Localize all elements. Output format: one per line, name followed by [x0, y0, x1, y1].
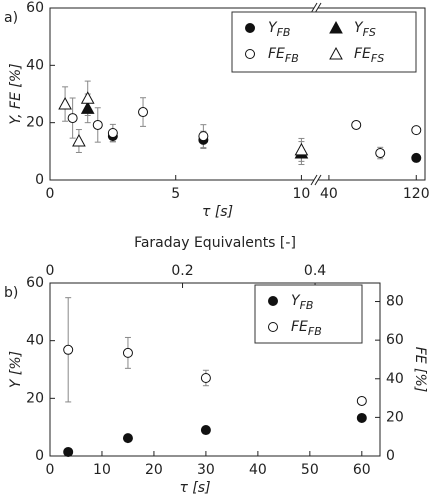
marker-circle — [268, 322, 278, 332]
legend-label: YFB — [268, 20, 290, 39]
marker-triangle — [329, 20, 343, 34]
y2-tick-label: 40 — [386, 371, 404, 387]
panel-label: a) — [4, 10, 18, 26]
legend-label: FEFB — [291, 319, 322, 338]
marker-circle — [200, 425, 211, 436]
legend-name: FE — [291, 319, 308, 335]
axis-break-mark — [310, 2, 318, 14]
x2-tick-label: 0.4 — [304, 263, 326, 279]
y-tick-label: 40 — [26, 57, 44, 73]
axis-break-mark — [310, 174, 318, 186]
y2-tick-label: 0 — [386, 448, 395, 464]
y2-tick-label: 80 — [386, 294, 404, 310]
y-tick-label: 0 — [35, 448, 44, 464]
legend-box — [231, 11, 417, 73]
marker-circle — [67, 113, 78, 124]
marker-triangle — [329, 46, 343, 60]
legend-label: YFB — [291, 293, 313, 312]
legend-subscript: FB — [285, 52, 299, 65]
marker-circle — [63, 344, 74, 355]
marker-circle — [63, 446, 74, 457]
x-tick-label: 50 — [301, 462, 319, 478]
marker-circle — [268, 296, 278, 306]
y-tick-label: 20 — [26, 390, 44, 406]
y2-tick-label: 60 — [386, 332, 404, 348]
y-axis-label: Y [%] — [8, 351, 24, 388]
legend-name: Y — [354, 20, 364, 36]
x2-tick-label: 0.2 — [171, 263, 193, 279]
marker-circle — [351, 119, 362, 130]
legend-label: FEFS — [354, 46, 384, 65]
marker-circle — [92, 119, 103, 130]
legend-subscript: FS — [371, 52, 384, 65]
axis-break-mark — [314, 174, 322, 186]
marker-triangle — [58, 96, 72, 110]
marker-circle — [198, 131, 209, 142]
marker-circle — [122, 433, 133, 444]
x-tick-label: 0 — [46, 462, 55, 478]
legend-name: Y — [268, 20, 278, 36]
marker-circle — [356, 395, 367, 406]
y-tick-label: 60 — [26, 275, 44, 291]
panel-label: b) — [4, 285, 18, 301]
plot-frame — [49, 282, 381, 457]
x-tick-label: 30 — [197, 462, 215, 478]
x2-tick-label: 0 — [46, 263, 55, 279]
legend-subscript: FS — [363, 26, 376, 39]
marker-circle — [138, 107, 149, 118]
y2-axis-label: FE [%] — [412, 347, 428, 393]
y-tick-label: 20 — [26, 115, 44, 131]
x-tick-label: 10 — [93, 462, 111, 478]
y-tick-label: 0 — [35, 172, 44, 188]
y-tick-label: 60 — [26, 0, 44, 16]
legend-box — [254, 284, 363, 344]
legend-subscript: FB — [300, 299, 314, 312]
marker-circle — [245, 23, 255, 33]
plot-frame — [49, 7, 426, 181]
marker-circle — [200, 372, 211, 383]
x-tick-label: 60 — [353, 462, 371, 478]
x-tick-label: 5 — [171, 186, 180, 202]
x-tick-label: 10 — [293, 186, 311, 202]
legend-subscript: FB — [277, 26, 291, 39]
legend-name: Y — [291, 293, 301, 309]
marker-triangle — [294, 142, 309, 156]
y-tick-label: 40 — [26, 333, 44, 349]
marker-triangle — [80, 91, 95, 104]
legend-name: FE — [268, 46, 285, 62]
axis-break-mark — [314, 2, 322, 14]
axis-break-gap — [314, 178, 318, 182]
marker-circle — [245, 49, 255, 59]
x-tick-label: 120 — [403, 186, 430, 202]
x-tick-label: 40 — [249, 462, 267, 478]
marker-triangle — [72, 133, 86, 147]
x-axis-label: τ [s] — [179, 480, 210, 496]
legend-name: FE — [354, 46, 371, 62]
x-tick-label: 20 — [145, 462, 163, 478]
marker-circle — [411, 152, 422, 163]
x-tick-label: 40 — [320, 186, 338, 202]
marker-circle — [356, 412, 367, 423]
legend-subscript: FB — [308, 325, 322, 338]
marker-circle — [375, 148, 386, 159]
legend-label: YFS — [354, 20, 376, 39]
axis-break-gap — [314, 6, 318, 10]
marker-circle — [122, 347, 133, 358]
x-axis-label: τ [s] — [202, 204, 233, 220]
legend-label: FEFB — [268, 46, 299, 65]
marker-circle — [411, 125, 422, 136]
x-tick-label: 0 — [46, 186, 55, 202]
marker-circle — [107, 127, 118, 138]
y-axis-label: Y, FE [%] — [8, 63, 24, 124]
y2-tick-label: 20 — [386, 409, 404, 425]
marker-triangle — [80, 101, 95, 114]
x2-axis-label: Faraday Equivalents [-] — [134, 235, 296, 251]
